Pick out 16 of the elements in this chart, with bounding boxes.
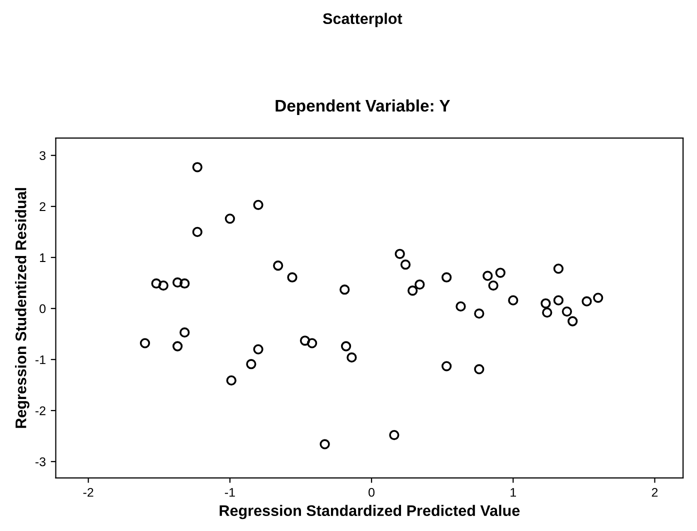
x-tick-label: 2 — [652, 488, 658, 497]
y-tick-label: 2 — [40, 202, 46, 211]
y-tick-label: 3 — [40, 151, 46, 160]
y-tick-label: 1 — [40, 253, 46, 262]
y-tick-label: 0 — [40, 304, 46, 314]
y-tick-label: -1 — [35, 355, 46, 364]
y-tick-label: -2 — [35, 406, 46, 416]
chart-subtitle: Dependent Variable: Y — [276, 99, 450, 115]
y-axis-title: Regression Studentized Residual — [15, 188, 30, 428]
x-tick-label: 0 — [368, 488, 375, 497]
x-tick-label: -1 — [224, 488, 235, 497]
x-tick-label: -2 — [83, 488, 94, 497]
chart-title: Scatterplot — [322, 12, 402, 28]
x-tick-label: 1 — [510, 488, 516, 497]
x-axis-title: Regression Standardized Predicted Value — [220, 504, 520, 520]
y-tick-label: -3 — [35, 457, 46, 466]
